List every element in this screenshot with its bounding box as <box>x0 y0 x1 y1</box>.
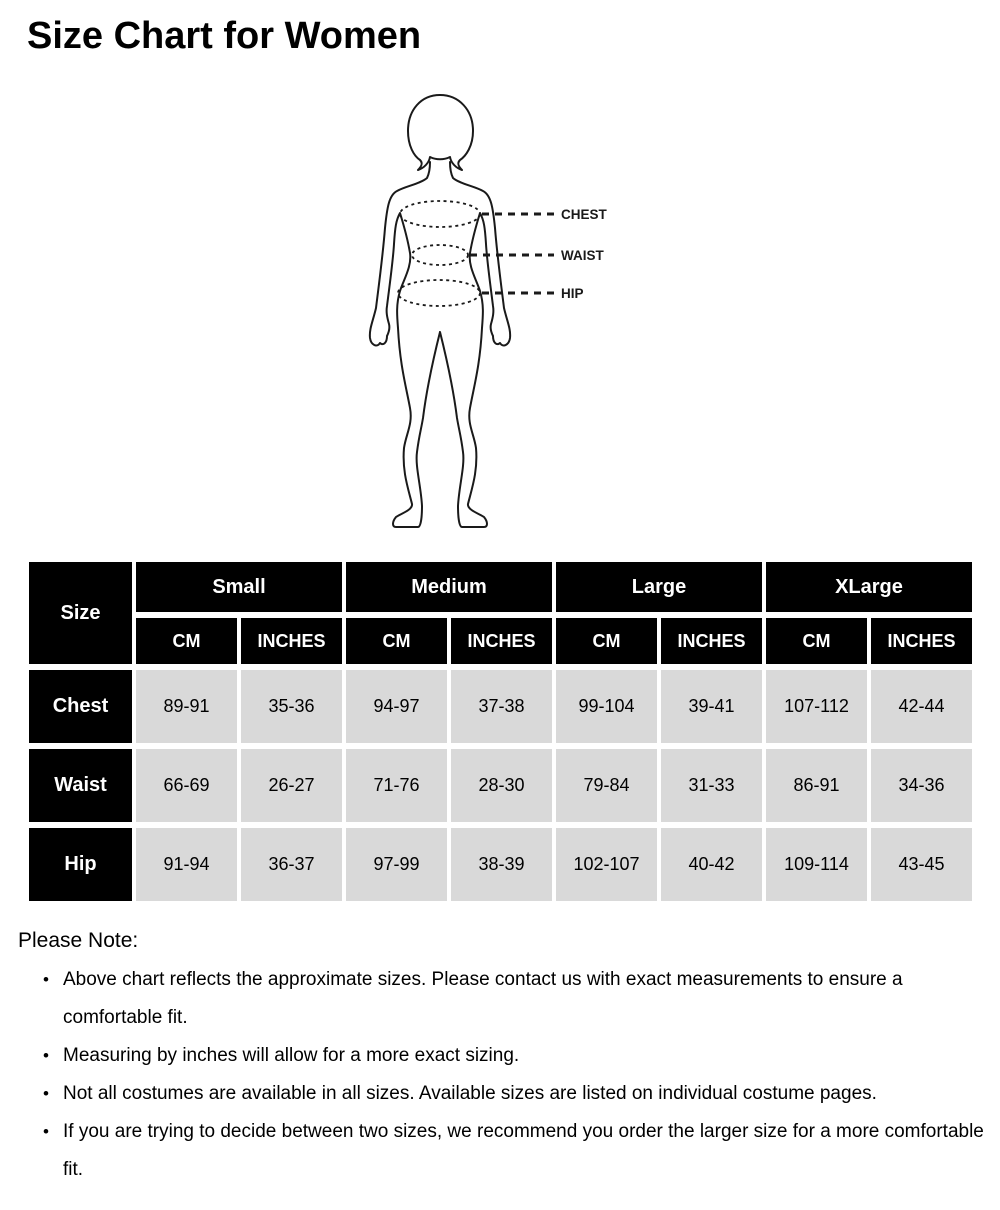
waist-large-cm: 79-84 <box>556 749 657 822</box>
measurement-ellipses <box>397 200 481 307</box>
note-list: Above chart reflects the approximate siz… <box>18 961 998 1189</box>
table-row-chest: Chest 89-91 35-36 94-97 37-38 99-104 39-… <box>29 670 972 743</box>
waist-medium-inches: 28-30 <box>451 749 552 822</box>
hip-large-cm: 102-107 <box>556 828 657 901</box>
waist-small-cm: 66-69 <box>136 749 237 822</box>
group-header-medium: Medium <box>346 562 552 612</box>
note-item: Not all costumes are available in all si… <box>18 1075 998 1113</box>
waist-small-inches: 26-27 <box>241 749 342 822</box>
row-label-hip: Hip <box>29 828 132 901</box>
chest-xlarge-cm: 107-112 <box>766 670 867 743</box>
waist-medium-cm: 71-76 <box>346 749 447 822</box>
note-item: Measuring by inches will allow for a mor… <box>18 1037 998 1075</box>
unit-header: INCHES <box>241 618 342 664</box>
chest-xlarge-inches: 42-44 <box>871 670 972 743</box>
group-header-large: Large <box>556 562 762 612</box>
waist-label: WAIST <box>561 248 605 263</box>
unit-header: INCHES <box>661 618 762 664</box>
chest-medium-cm: 94-97 <box>346 670 447 743</box>
hip-small-inches: 36-37 <box>241 828 342 901</box>
note-item: If you are trying to decide between two … <box>18 1113 998 1189</box>
hip-large-inches: 40-42 <box>661 828 762 901</box>
chest-label: CHEST <box>561 207 608 222</box>
row-label-chest: Chest <box>29 670 132 743</box>
hip-xlarge-cm: 109-114 <box>766 828 867 901</box>
hip-medium-inches: 38-39 <box>451 828 552 901</box>
chest-large-inches: 39-41 <box>661 670 762 743</box>
chest-medium-inches: 37-38 <box>451 670 552 743</box>
table-header-row-groups: Size Small Medium Large XLarge <box>29 562 972 664</box>
size-chart-table: Size Small Medium Large XLarge CM INCHES… <box>25 556 976 907</box>
chest-small-cm: 89-91 <box>136 670 237 743</box>
waist-large-inches: 31-33 <box>661 749 762 822</box>
waist-xlarge-inches: 34-36 <box>871 749 972 822</box>
page-title: Size Chart for Women <box>27 15 422 57</box>
hip-medium-cm: 97-99 <box>346 828 447 901</box>
unit-header: INCHES <box>871 618 972 664</box>
table-row-waist: Waist 66-69 26-27 71-76 28-30 79-84 31-3… <box>29 749 972 822</box>
chest-ellipse <box>399 200 481 228</box>
unit-header: INCHES <box>451 618 552 664</box>
row-label-waist: Waist <box>29 749 132 822</box>
leader-lines <box>470 212 554 295</box>
hip-label: HIP <box>561 286 584 301</box>
table-row-hip: Hip 91-94 36-37 97-99 38-39 102-107 40-4… <box>29 828 972 901</box>
notes-heading: Please Note: <box>18 929 139 952</box>
notes-section: Please Note: Above chart reflects the ap… <box>18 921 998 1189</box>
chest-large-cm: 99-104 <box>556 670 657 743</box>
unit-header: CM <box>346 618 447 664</box>
unit-header: CM <box>556 618 657 664</box>
unit-header: CM <box>136 618 237 664</box>
body-figure-illustration: CHEST WAIST HIP <box>368 94 608 528</box>
table-header-row-units: CM INCHES CM INCHES CM INCHES CM INCHES <box>29 618 972 664</box>
group-header-small: Small <box>136 562 342 612</box>
hip-small-cm: 91-94 <box>136 828 237 901</box>
hip-xlarge-inches: 43-45 <box>871 828 972 901</box>
chest-small-inches: 35-36 <box>241 670 342 743</box>
body-outline <box>368 94 512 528</box>
group-header-xlarge: XLarge <box>766 562 972 612</box>
measurement-diagram: CHEST WAIST HIP <box>0 56 1000 528</box>
note-item: Above chart reflects the approximate siz… <box>18 961 998 1037</box>
waist-xlarge-cm: 86-91 <box>766 749 867 822</box>
waist-ellipse <box>411 244 469 266</box>
head-outline <box>407 94 474 171</box>
corner-header-size: Size <box>29 562 132 664</box>
hip-ellipse <box>397 279 481 307</box>
unit-header: CM <box>766 618 867 664</box>
